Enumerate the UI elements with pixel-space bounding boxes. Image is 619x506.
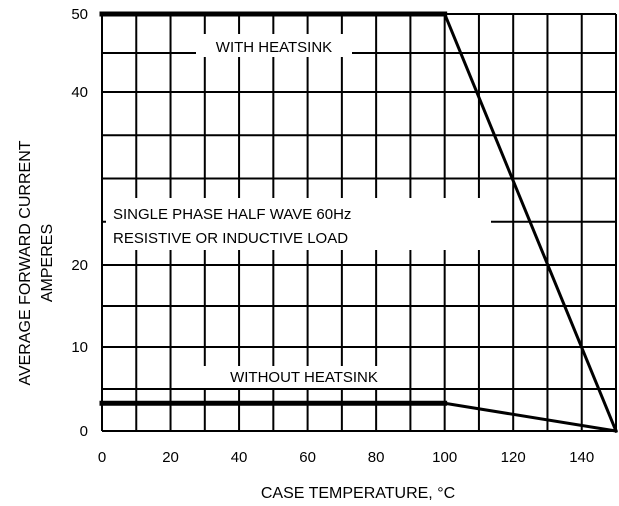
series-label-without-heatsink: WITHOUT HEATSINK bbox=[230, 369, 378, 386]
x-tick-60: 60 bbox=[299, 449, 316, 466]
x-tick-20: 20 bbox=[162, 449, 179, 466]
curves bbox=[99, 11, 618, 433]
y-tick-10: 10 bbox=[71, 339, 88, 356]
y-axis-label-line2: AMPERES bbox=[39, 224, 56, 302]
x-tick-120: 120 bbox=[501, 449, 526, 466]
x-axis-label: CASE TEMPERATURE, °C bbox=[261, 485, 455, 502]
annotation-bg bbox=[106, 198, 491, 250]
y-tick-0: 0 bbox=[80, 423, 88, 440]
y-tick-50: 50 bbox=[71, 6, 88, 23]
x-tick-140: 140 bbox=[569, 449, 594, 466]
label-bg-without bbox=[203, 366, 406, 388]
series-label-with-heatsink: WITH HEATSINK bbox=[216, 39, 332, 56]
x-tick-0: 0 bbox=[98, 449, 106, 466]
x-tick-labels: 0 20 40 60 80 100 120 140 bbox=[98, 449, 594, 466]
annotation-line2: RESISTIVE OR INDUCTIVE LOAD bbox=[113, 230, 348, 247]
y-tick-40: 40 bbox=[71, 84, 88, 101]
annotation-line1: SINGLE PHASE HALF WAVE 60Hz bbox=[113, 206, 351, 223]
x-tick-100: 100 bbox=[432, 449, 457, 466]
x-tick-80: 80 bbox=[368, 449, 385, 466]
y-tick-20: 20 bbox=[71, 257, 88, 274]
series-with-heatsink-segment-1 bbox=[442, 12, 618, 433]
x-tick-40: 40 bbox=[231, 449, 248, 466]
label-bg-with bbox=[196, 34, 352, 57]
y-tick-labels: 0 10 20 40 50 bbox=[71, 6, 88, 440]
series-without-heatsink-segment-1 bbox=[442, 401, 618, 433]
y-axis-label-line1: AVERAGE FORWARD CURRENT bbox=[17, 140, 34, 385]
